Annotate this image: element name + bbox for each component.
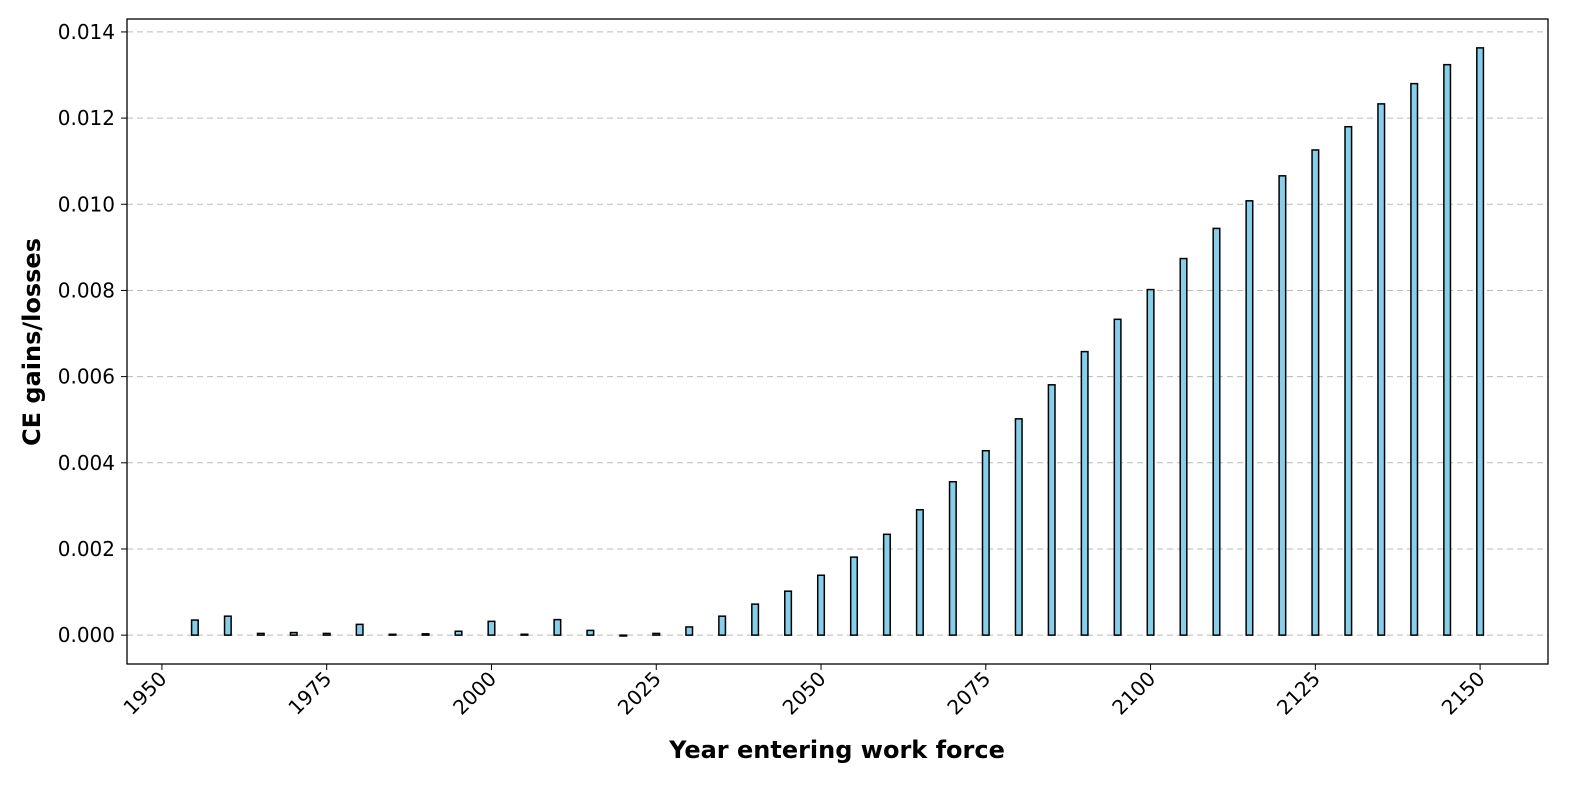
- bar: [751, 603, 760, 636]
- bar: [1212, 227, 1221, 636]
- x-tick-label: 1950: [119, 667, 172, 720]
- y-tick-label: 0.000: [58, 623, 115, 647]
- plot-frame: [126, 18, 1549, 665]
- bar: [586, 629, 595, 636]
- y-axis-label: CE gains/losses: [18, 238, 46, 446]
- x-axis-label: Year entering work force: [668, 736, 1005, 764]
- bar: [915, 509, 924, 636]
- bar: [1278, 175, 1287, 636]
- bar: [388, 633, 397, 636]
- y-tick-label: 0.004: [58, 451, 115, 475]
- x-tick-label: 2075: [942, 667, 995, 720]
- x-tick-label: 2125: [1272, 667, 1325, 720]
- y-tick-label: 0.010: [58, 192, 115, 216]
- bar: [520, 633, 529, 636]
- bar: [1047, 384, 1056, 636]
- x-tick-label: 2000: [448, 667, 501, 720]
- bar: [487, 620, 496, 636]
- bar: [1014, 418, 1023, 636]
- y-tick-label: 0.014: [58, 20, 115, 44]
- bar: [685, 626, 694, 636]
- bar: [1245, 200, 1254, 636]
- bar: [1080, 350, 1089, 636]
- bar: [1344, 125, 1353, 636]
- bar: [190, 619, 199, 636]
- bar: [1146, 288, 1155, 636]
- bar: [1113, 318, 1122, 636]
- bar: [289, 631, 298, 636]
- x-tick-label: 2100: [1107, 667, 1160, 720]
- bar: [355, 623, 364, 636]
- bar: [1410, 82, 1419, 636]
- bar: [882, 533, 891, 636]
- y-tick-label: 0.012: [58, 106, 115, 130]
- bar: [652, 632, 661, 636]
- bar: [1179, 257, 1188, 636]
- x-tick-label: 1975: [283, 667, 336, 720]
- x-tick-label: 2050: [778, 667, 831, 720]
- x-tick-label: 2150: [1437, 667, 1490, 720]
- bar: [816, 574, 826, 636]
- bar: [1476, 47, 1485, 636]
- bar: [981, 449, 990, 636]
- bar: [784, 590, 793, 636]
- bar: [553, 618, 562, 636]
- x-tick-label: 2025: [613, 667, 666, 720]
- bar: [454, 630, 463, 636]
- bar: [948, 480, 957, 636]
- bar: [718, 615, 727, 636]
- bar: [619, 634, 628, 637]
- y-tick-label: 0.008: [58, 278, 115, 302]
- y-tick-label: 0.002: [58, 537, 115, 561]
- bar: [256, 632, 265, 636]
- bar: [1377, 103, 1386, 636]
- bar: [1443, 63, 1452, 636]
- bar: [421, 633, 430, 636]
- bar: [223, 615, 232, 636]
- bar: [849, 556, 859, 636]
- bar: [322, 632, 331, 636]
- bar: [1311, 149, 1320, 636]
- y-tick-label: 0.006: [58, 365, 115, 389]
